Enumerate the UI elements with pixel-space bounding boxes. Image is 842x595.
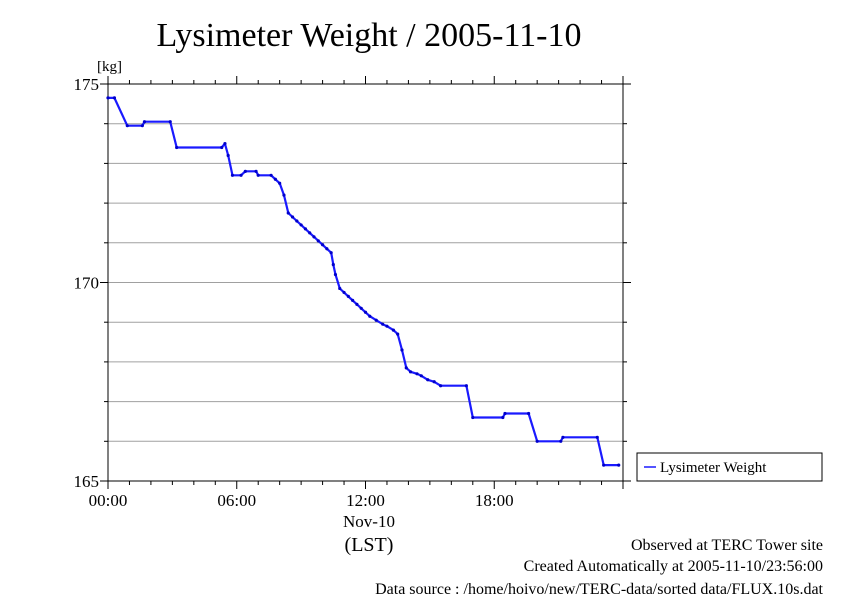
- y-tick-label: 170: [74, 274, 100, 293]
- x-tick-label: 18:00: [475, 491, 514, 510]
- data-point: [295, 219, 299, 223]
- data-point: [333, 272, 338, 277]
- data-point: [254, 169, 258, 173]
- chart-title: Lysimeter Weight / 2005-11-10: [156, 17, 581, 54]
- data-point: [230, 173, 235, 177]
- data-point: [286, 211, 290, 215]
- data-point: [338, 286, 342, 291]
- footer-created: Created Automatically at 2005-11-10/23:5…: [524, 558, 823, 575]
- legend: Lysimeter Weight: [636, 452, 823, 482]
- data-point: [220, 145, 224, 150]
- data-point: [320, 243, 325, 247]
- data-point: [269, 173, 273, 177]
- data-point: [226, 153, 230, 158]
- data-point: [561, 435, 565, 439]
- data-point: [239, 173, 243, 177]
- data-point: [432, 380, 436, 384]
- data-point: [526, 411, 531, 416]
- data-point: [396, 332, 400, 336]
- data-point: [602, 463, 606, 467]
- series-layer: [106, 96, 621, 467]
- data-point: [559, 439, 563, 443]
- data-point: [106, 96, 110, 100]
- data-point: [331, 263, 335, 267]
- data-point: [299, 223, 303, 227]
- data-point: [303, 227, 308, 231]
- data-point: [363, 310, 368, 314]
- x-tick-label: 06:00: [217, 491, 256, 510]
- data-point: [471, 415, 475, 420]
- data-point: [243, 169, 247, 173]
- data-point: [408, 370, 413, 374]
- data-point: [368, 314, 372, 318]
- data-point: [503, 411, 507, 416]
- grid: [108, 123, 623, 442]
- y-axis-label: [kg]: [97, 59, 122, 75]
- data-point: [125, 124, 129, 128]
- data-point: [419, 374, 423, 378]
- data-point: [325, 247, 329, 251]
- data-point: [617, 463, 621, 467]
- data-point: [391, 328, 395, 332]
- data-point: [381, 322, 385, 326]
- data-point: [273, 177, 277, 181]
- data-point: [535, 439, 539, 443]
- series-line-lysimeter-weight: [108, 96, 619, 467]
- y-tick-label: 175: [74, 75, 100, 94]
- data-point: [168, 120, 172, 124]
- data-point: [464, 384, 468, 388]
- data-point: [346, 294, 350, 298]
- data-point: [140, 124, 144, 128]
- data-point: [175, 145, 179, 150]
- data-point: [385, 324, 389, 328]
- data-point: [355, 302, 359, 306]
- y-tick-label: 165: [74, 472, 100, 491]
- data-point: [282, 193, 286, 197]
- data-point: [426, 378, 430, 382]
- data-point: [351, 298, 355, 302]
- footer-observed: Observed at TERC Tower site: [631, 537, 823, 554]
- data-point: [374, 318, 378, 322]
- data-point: [278, 181, 282, 185]
- data-point: [308, 231, 312, 235]
- data-point: [142, 120, 147, 124]
- data-point: [501, 415, 505, 420]
- data-point: [415, 372, 419, 376]
- data-point: [316, 239, 320, 243]
- data-point: [404, 366, 408, 370]
- legend-label: Lysimeter Weight: [660, 460, 767, 476]
- axis-ticks: 165 170 175 00:00 06:00 12:00 18:00: [74, 75, 631, 510]
- data-point: [439, 384, 443, 388]
- footer-data-source: Data source : /home/hoivo/new/TERC-data/…: [375, 581, 823, 595]
- data-point: [223, 141, 227, 146]
- data-point: [112, 96, 117, 100]
- data-point: [312, 235, 316, 239]
- data-point: [400, 348, 404, 352]
- x-tick-label: 12:00: [346, 491, 385, 510]
- data-point: [595, 435, 599, 439]
- data-point: [329, 251, 333, 255]
- x-axis-timezone-label: (LST): [345, 534, 394, 556]
- x-tick-label: 00:00: [89, 491, 128, 510]
- data-point: [359, 306, 363, 310]
- data-point: [342, 290, 346, 295]
- data-point: [256, 173, 260, 177]
- data-point: [290, 215, 295, 219]
- x-axis-date-label: Nov-10: [343, 512, 395, 531]
- legend-box: [636, 452, 823, 482]
